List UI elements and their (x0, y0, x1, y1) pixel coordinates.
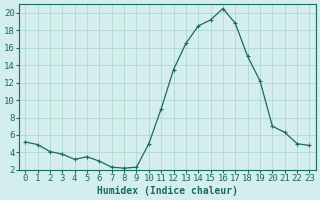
X-axis label: Humidex (Indice chaleur): Humidex (Indice chaleur) (97, 186, 238, 196)
